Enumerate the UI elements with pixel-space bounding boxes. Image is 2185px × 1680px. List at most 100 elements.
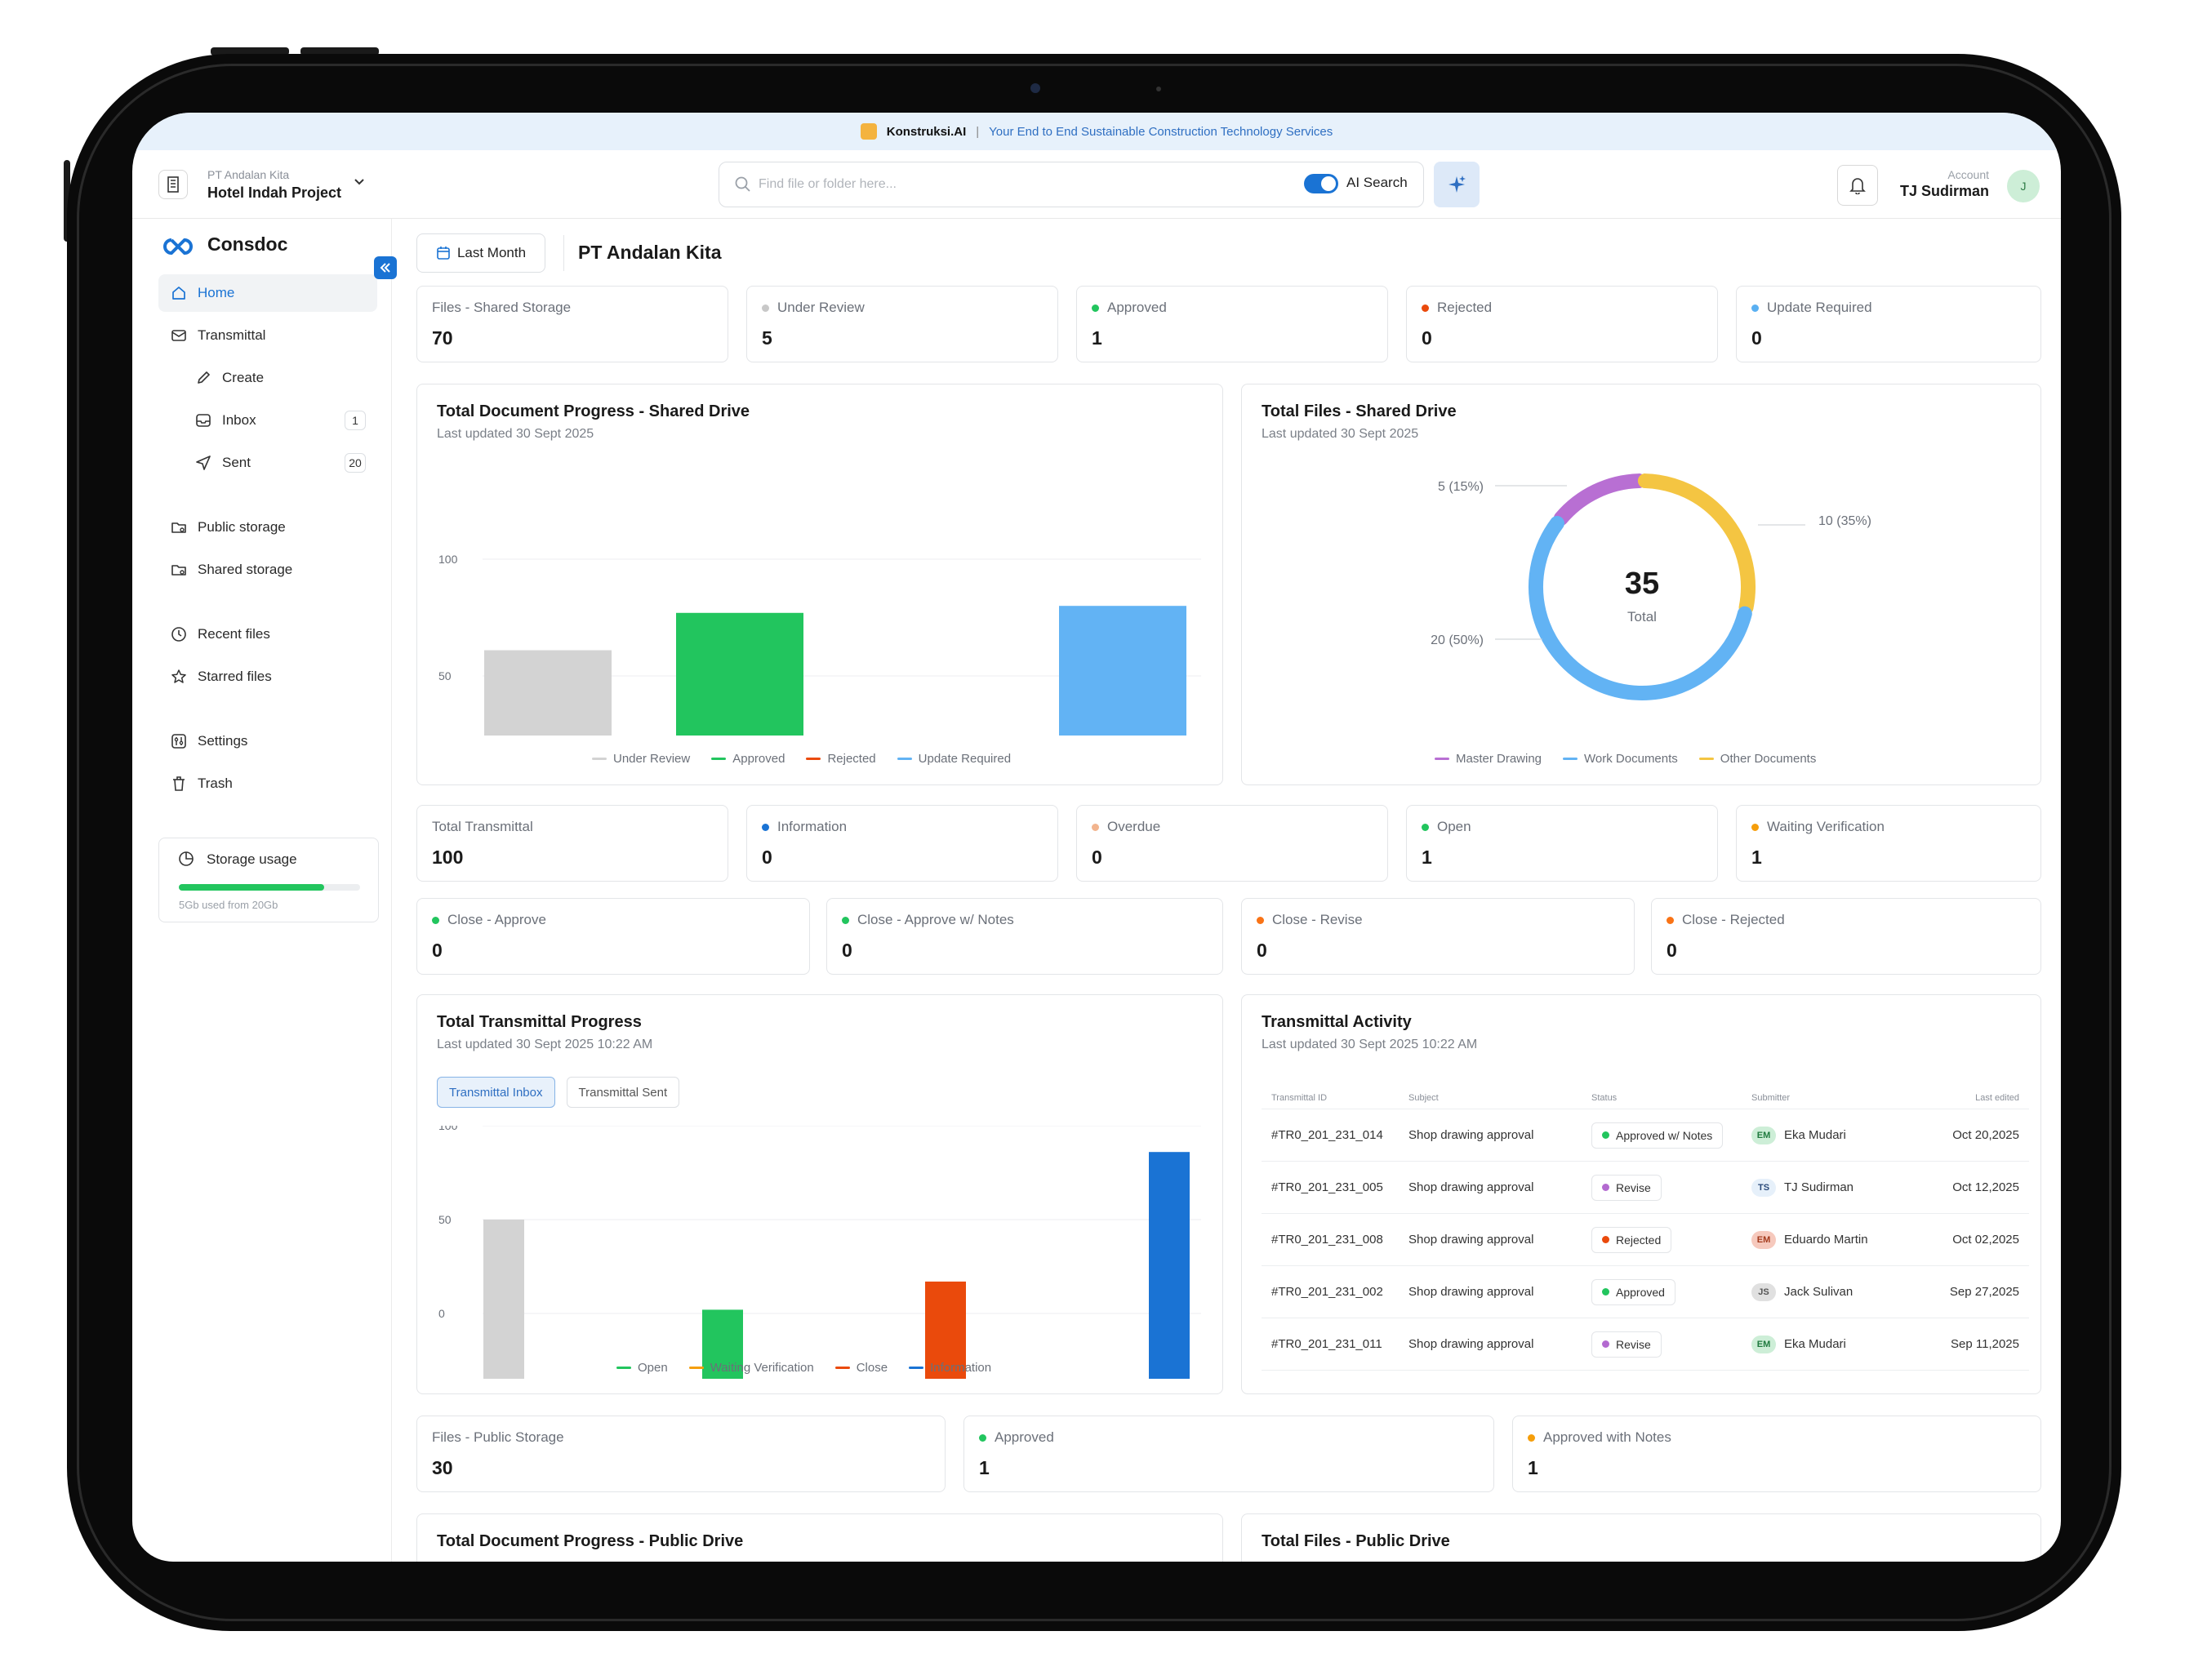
transmittal-id[interactable]: #TR0_201_231_005 (1271, 1180, 1383, 1194)
legend-swatch (1698, 758, 1714, 760)
stat-value: 0 (1751, 327, 1762, 349)
status-dot (762, 304, 769, 312)
stat-files-shared[interactable]: Files - Shared Storage 70 (416, 286, 728, 362)
bar-open[interactable] (483, 1220, 524, 1379)
ai-sparkle-button[interactable] (1434, 162, 1480, 207)
tab-transmittal-sent[interactable]: Transmittal Sent (566, 1077, 680, 1108)
stat-update-required[interactable]: Update Required 0 (1736, 286, 2041, 362)
stat-files-public[interactable]: Files - Public Storage 30 (416, 1416, 946, 1492)
status-dot (1602, 1236, 1609, 1243)
legend-item[interactable]: Master Drawing (1435, 752, 1542, 766)
notification-button[interactable] (1837, 165, 1878, 206)
donut-slice-work-documents[interactable] (1529, 516, 1752, 700)
project-name[interactable]: Hotel Indah Project (207, 184, 342, 201)
tab-transmittal-inbox[interactable]: Transmittal Inbox (437, 1077, 555, 1108)
donut-slice-other-documents[interactable] (1637, 473, 1756, 616)
stat-open[interactable]: Open 1 (1406, 805, 1718, 882)
table-row[interactable]: #TR0_201_231_002 Shop drawing approval A… (1262, 1266, 2029, 1318)
table-row[interactable]: #TR0_201_231_011 Shop drawing approval R… (1262, 1318, 2029, 1371)
stat-under-review[interactable]: Under Review 5 (746, 286, 1058, 362)
transmittal-id[interactable]: #TR0_201_231_008 (1271, 1233, 1383, 1247)
sidebar-item-create[interactable]: Create (158, 359, 377, 397)
table-row[interactable]: #TR0_201_231_005 Shop drawing approval R… (1262, 1162, 2029, 1214)
legend-swatch (1563, 758, 1578, 760)
donut-slice-master-drawing[interactable] (1553, 473, 1647, 526)
avatar[interactable]: J (2007, 170, 2040, 202)
sidebar-item-starred-files[interactable]: Starred files (158, 658, 377, 696)
stat-label: Approved (1092, 300, 1167, 316)
sidebar-item-home[interactable]: Home (158, 274, 377, 312)
stat-close-approve-notes[interactable]: Close - Approve w/ Notes 0 (826, 898, 1223, 975)
sidebar-item-trash[interactable]: Trash (158, 765, 377, 802)
bar-information[interactable] (1149, 1152, 1190, 1379)
pencil-icon (194, 369, 212, 387)
legend-item[interactable]: Other Documents (1698, 752, 1817, 766)
document-progress-panel: Total Document Progress - Shared Drive L… (416, 384, 1223, 785)
sidebar-item-label: Shared storage (198, 562, 293, 577)
transmittal-id[interactable]: #TR0_201_231_014 (1271, 1128, 1383, 1142)
chevron-down-icon[interactable] (353, 175, 366, 192)
transmittal-id[interactable]: #TR0_201_231_002 (1271, 1285, 1383, 1299)
legend-item[interactable]: Close (834, 1361, 888, 1375)
banner-tagline[interactable]: Your End to End Sustainable Construction… (989, 124, 1333, 139)
stat-overdue[interactable]: Overdue 0 (1076, 805, 1388, 882)
legend-item[interactable]: Information (909, 1361, 991, 1375)
bar-waiting-verification[interactable] (702, 1309, 743, 1379)
stat-value: 0 (1422, 327, 1432, 349)
bar-close[interactable] (925, 1281, 966, 1379)
project-company[interactable]: PT Andalan Kita (207, 168, 290, 181)
stat-close-rejected[interactable]: Close - Rejected 0 (1651, 898, 2041, 975)
sidebar-item-inbox[interactable]: Inbox 1 (158, 402, 377, 439)
legend-item[interactable]: Update Required (897, 752, 1011, 766)
legend-item[interactable]: Rejected (806, 752, 876, 766)
legend-swatch (592, 758, 607, 760)
legend-item[interactable]: Work Documents (1563, 752, 1678, 766)
header-divider (563, 235, 564, 271)
stat-approved[interactable]: Approved 1 (1076, 286, 1388, 362)
trash-icon (170, 775, 188, 793)
sidebar-item-recent-files[interactable]: Recent files (158, 616, 377, 653)
legend-label: Other Documents (1720, 752, 1817, 766)
legend-item[interactable]: Approved (711, 752, 785, 766)
stat-value: 0 (1667, 940, 1677, 961)
status-text: Rejected (1616, 1233, 1662, 1247)
stat-close-approve[interactable]: Close - Approve 0 (416, 898, 810, 975)
chart-legend: Under Review Approved Rejected Update Requi… (592, 752, 1011, 766)
stat-information[interactable]: Information 0 (746, 805, 1058, 882)
sidebar-item-public-storage[interactable]: Public storage (158, 509, 377, 546)
submitter-name: Eka Mudari (1784, 1128, 1846, 1142)
stat-public-approved[interactable]: Approved 1 (963, 1416, 1494, 1492)
sidebar-item-transmittal[interactable]: Transmittal (158, 317, 377, 354)
sidebar-item-shared-storage[interactable]: Shared storage (158, 551, 377, 589)
stat-rejected[interactable]: Rejected 0 (1406, 286, 1718, 362)
search-bar[interactable]: AI Search (719, 162, 1424, 207)
sidebar-item-label: Transmittal (198, 327, 266, 343)
sidebar-item-settings[interactable]: Settings (158, 722, 377, 760)
legend-label: Waiting Verification (710, 1361, 814, 1375)
legend-item[interactable]: Open (616, 1361, 668, 1375)
col-last-edited: Last edited (1975, 1092, 2019, 1103)
search-input[interactable] (759, 171, 1248, 198)
stat-public-approved-notes[interactable]: Approved with Notes 1 (1512, 1416, 2041, 1492)
bar-approved[interactable] (676, 612, 803, 736)
transmittal-id[interactable]: #TR0_201_231_011 (1271, 1337, 1382, 1351)
period-filter-button[interactable]: Last Month (416, 233, 545, 273)
account-name[interactable]: TJ Sudirman (1899, 183, 1989, 199)
collapse-sidebar-button[interactable] (374, 256, 397, 279)
stat-close-revise[interactable]: Close - Revise 0 (1241, 898, 1635, 975)
stat-waiting-verification[interactable]: Waiting Verification 1 (1736, 805, 2041, 882)
table-row[interactable]: #TR0_201_231_008 Shop drawing approval R… (1262, 1214, 2029, 1266)
ai-search-toggle[interactable] (1304, 174, 1338, 193)
legend-item[interactable]: Under Review (592, 752, 690, 766)
stat-total-transmittal[interactable]: Total Transmittal 100 (416, 805, 728, 882)
legend-item[interactable]: Waiting Verification (688, 1361, 814, 1375)
table-row[interactable]: #TR0_201_231_014 Shop drawing approval A… (1262, 1109, 2029, 1162)
status-text: Approved w/ Notes (1616, 1128, 1713, 1142)
stat-label-text: Files - Public Storage (432, 1429, 564, 1445)
status-dot (1751, 304, 1759, 312)
bar-update-required[interactable] (1059, 606, 1186, 736)
sidebar-item-sent[interactable]: Sent 20 (158, 444, 377, 482)
building-icon[interactable] (158, 170, 188, 199)
bar-under-review[interactable] (484, 650, 612, 736)
banner-brand[interactable]: Konstruksi.AI (886, 124, 967, 139)
